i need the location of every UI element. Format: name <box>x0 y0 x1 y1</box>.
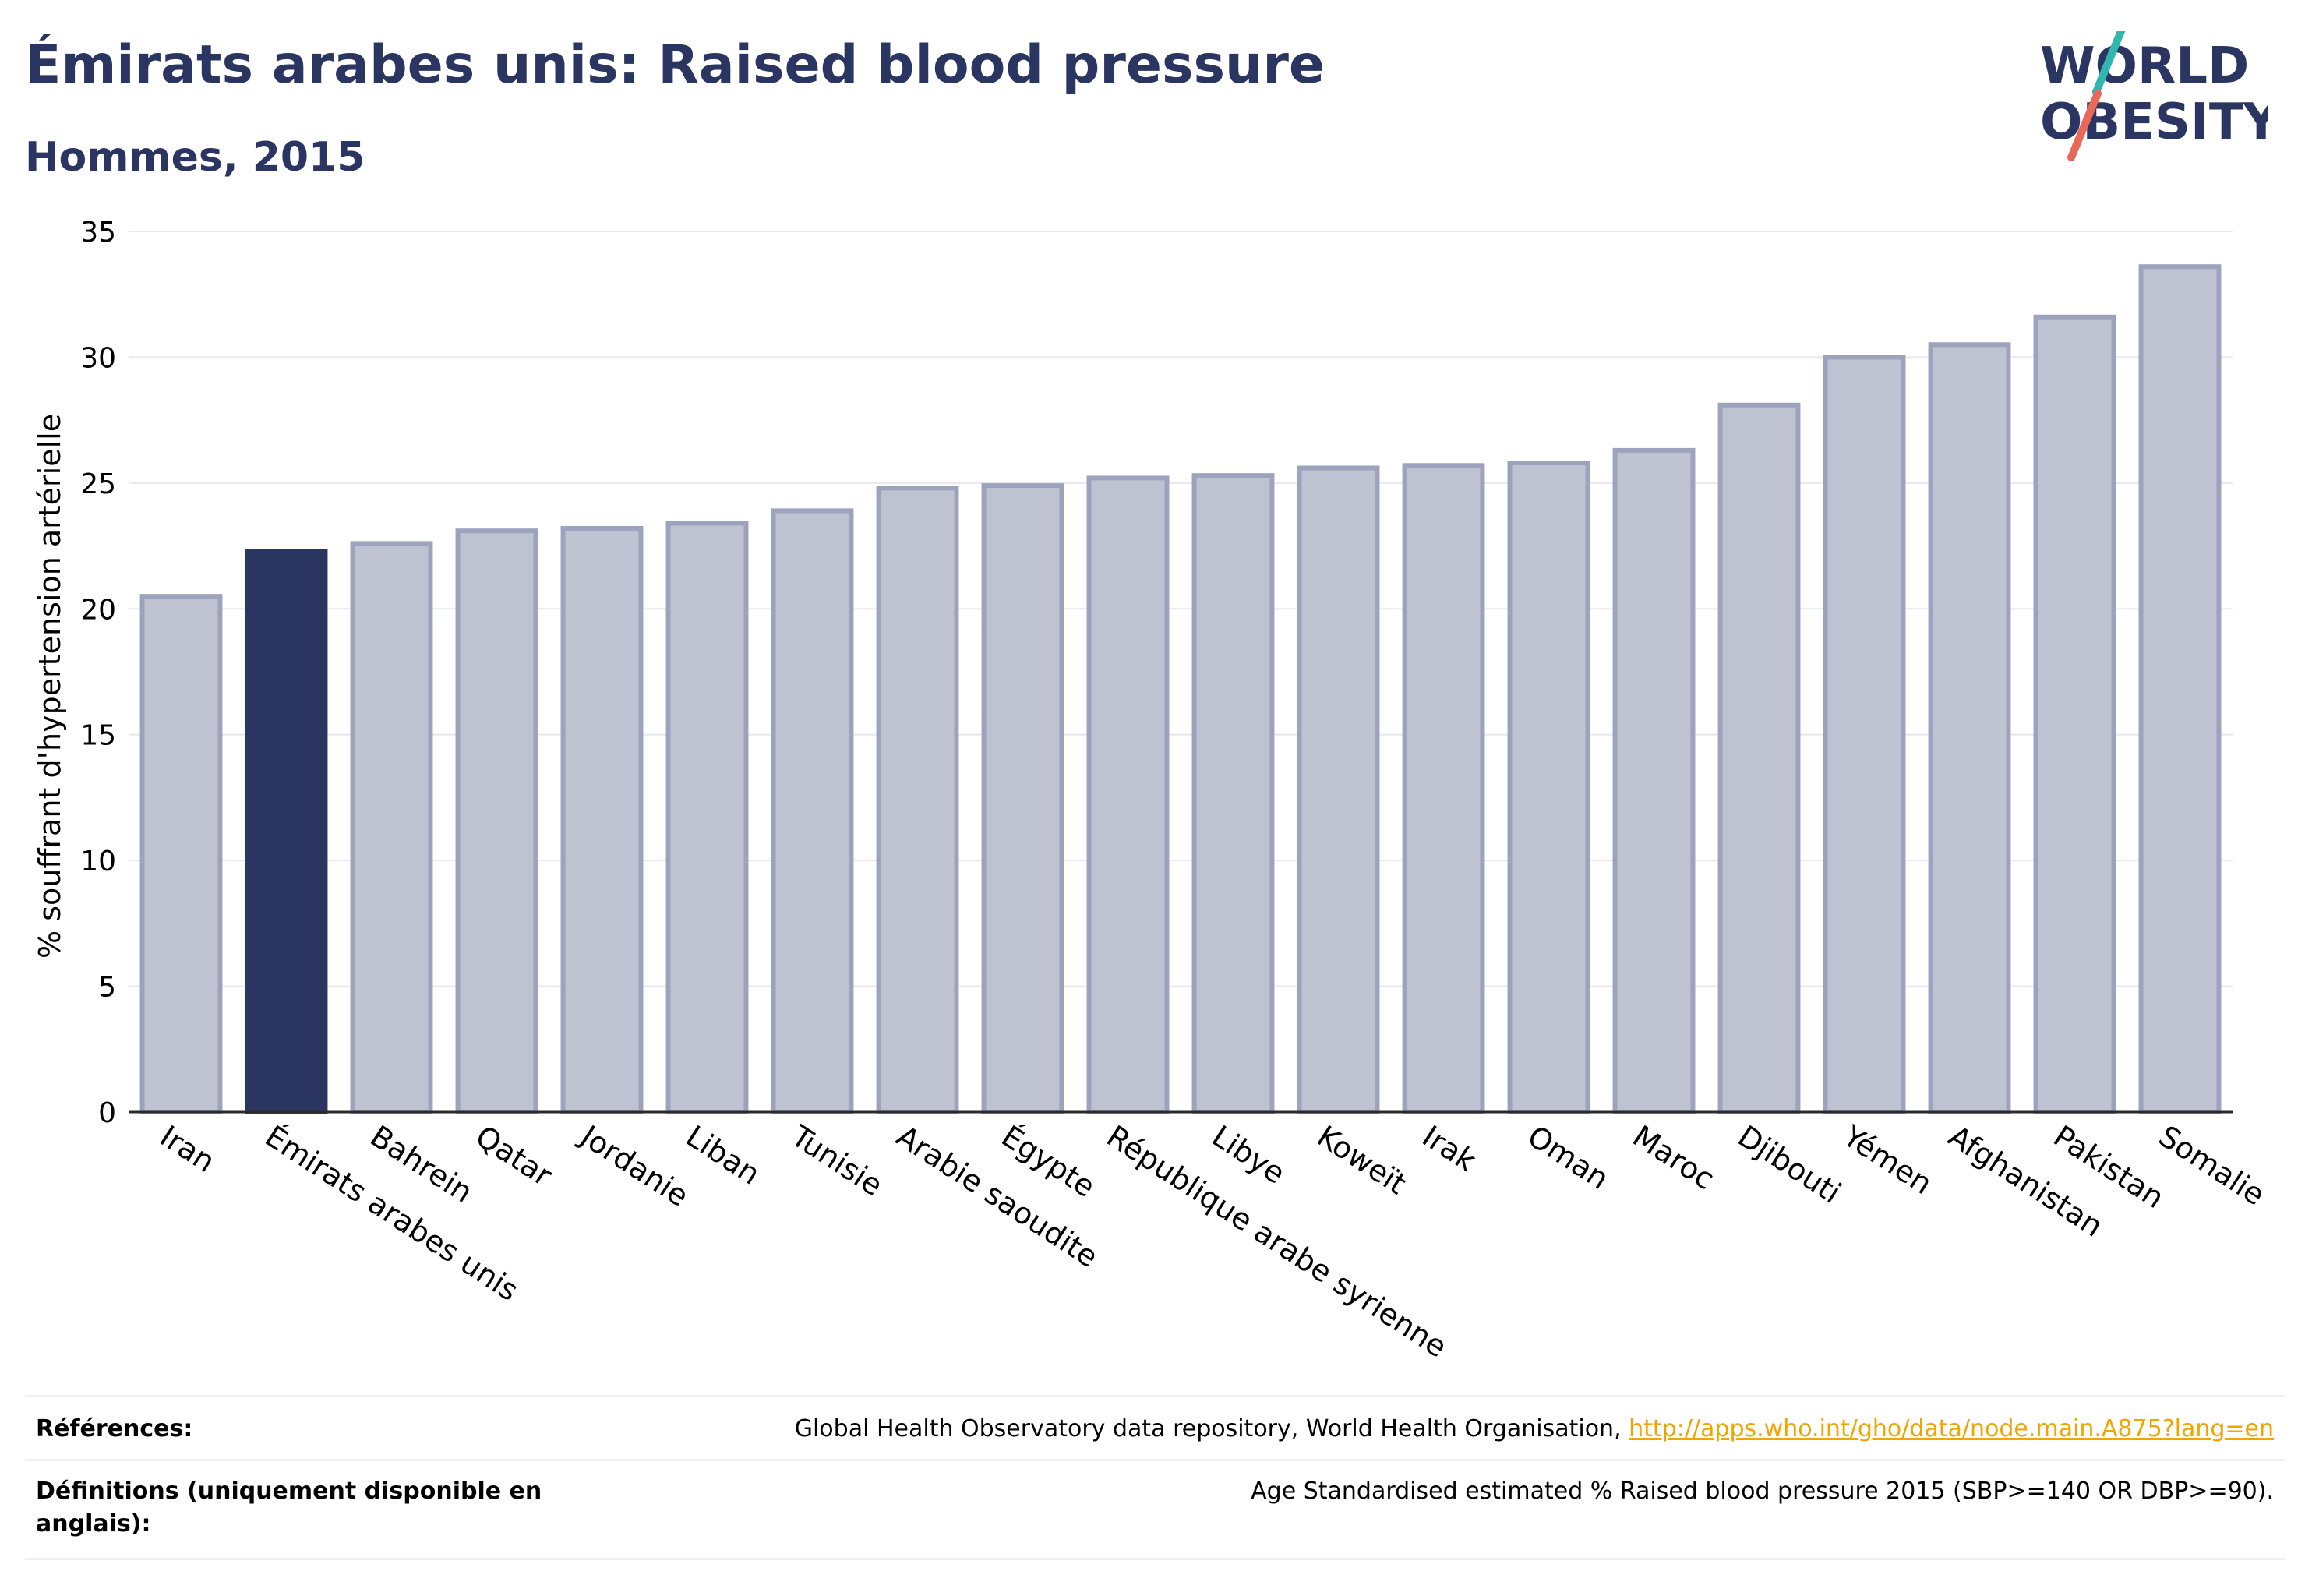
definitions-label: Définitions (uniquement disponible en an… <box>36 1478 542 1538</box>
x-tick-label: Somalie <box>2153 1119 2271 1213</box>
world-obesity-logo: WORLD OBESITY <box>2040 31 2268 161</box>
bar <box>1507 461 1590 1114</box>
bar <box>1297 465 1380 1114</box>
logo-slash-coral <box>2067 90 2102 161</box>
bar <box>2138 264 2222 1115</box>
x-tick-label: Koweït <box>1311 1119 1413 1202</box>
footer-references-row: Références: Global Health Observatory da… <box>25 1395 2285 1461</box>
y-tick-label: 35 <box>80 217 116 249</box>
y-tick-label: 10 <box>80 846 116 877</box>
x-tick-label: Yémen <box>1837 1118 1939 1201</box>
bar <box>771 508 854 1114</box>
bar <box>876 486 959 1114</box>
y-tick-label: 15 <box>80 720 116 752</box>
bar <box>560 525 644 1114</box>
x-tick-label: Tunisie <box>785 1118 889 1202</box>
y-tick-label: 30 <box>80 342 116 374</box>
references-text: Global Health Observatory data repositor… <box>795 1413 2274 1446</box>
x-tick-label: Djibouti <box>1732 1119 1847 1210</box>
footer: Références: Global Health Observatory da… <box>25 1395 2285 1566</box>
bar <box>1612 447 1696 1114</box>
bar <box>139 594 223 1114</box>
bar <box>350 541 433 1114</box>
x-tick-label: Qatar <box>470 1119 559 1193</box>
bar <box>1191 473 1275 1114</box>
x-tick-label: Irak <box>1417 1119 1482 1178</box>
bar <box>1402 463 1485 1114</box>
logo-slash-teal <box>2092 31 2125 96</box>
bar-highlight <box>245 549 328 1114</box>
bar <box>1928 342 2011 1114</box>
y-axis-label: % souffrant d'hypertension artérielle <box>33 413 67 959</box>
bar <box>1086 475 1170 1114</box>
x-tick-label: Oman <box>1522 1119 1615 1196</box>
x-tick-label: Maroc <box>1627 1119 1721 1197</box>
bar <box>2033 314 2116 1114</box>
bar <box>1823 355 1906 1114</box>
chart-subtitle: Hommes, 2015 <box>25 134 365 181</box>
references-label: Références: <box>36 1415 193 1442</box>
footer-definitions-row: Définitions (uniquement disponible en an… <box>25 1459 2285 1560</box>
x-tick-label: Liban <box>680 1119 767 1192</box>
x-tick-label: Jordanie <box>574 1118 695 1213</box>
definitions-text: Age Standardised estimated % Raised bloo… <box>1251 1478 2274 1505</box>
x-tick-label: Iran <box>154 1119 221 1179</box>
chart-title: Émirats arabes unis: Raised blood pressu… <box>25 34 1325 96</box>
y-tick-label: 0 <box>98 1097 116 1129</box>
y-tick-label: 25 <box>80 468 116 500</box>
bar <box>455 528 538 1114</box>
references-link[interactable]: http://apps.who.int/gho/data/node.main.A… <box>1629 1415 2274 1442</box>
references-source: Global Health Observatory data repositor… <box>794 1415 1629 1442</box>
y-tick-label: 20 <box>80 594 116 626</box>
bar <box>1717 402 1801 1114</box>
bar <box>665 521 749 1114</box>
x-tick-label: Libye <box>1206 1119 1291 1191</box>
bar <box>981 483 1064 1114</box>
y-tick-label: 5 <box>98 972 116 1004</box>
logo-line1: WORLD <box>2040 37 2249 95</box>
